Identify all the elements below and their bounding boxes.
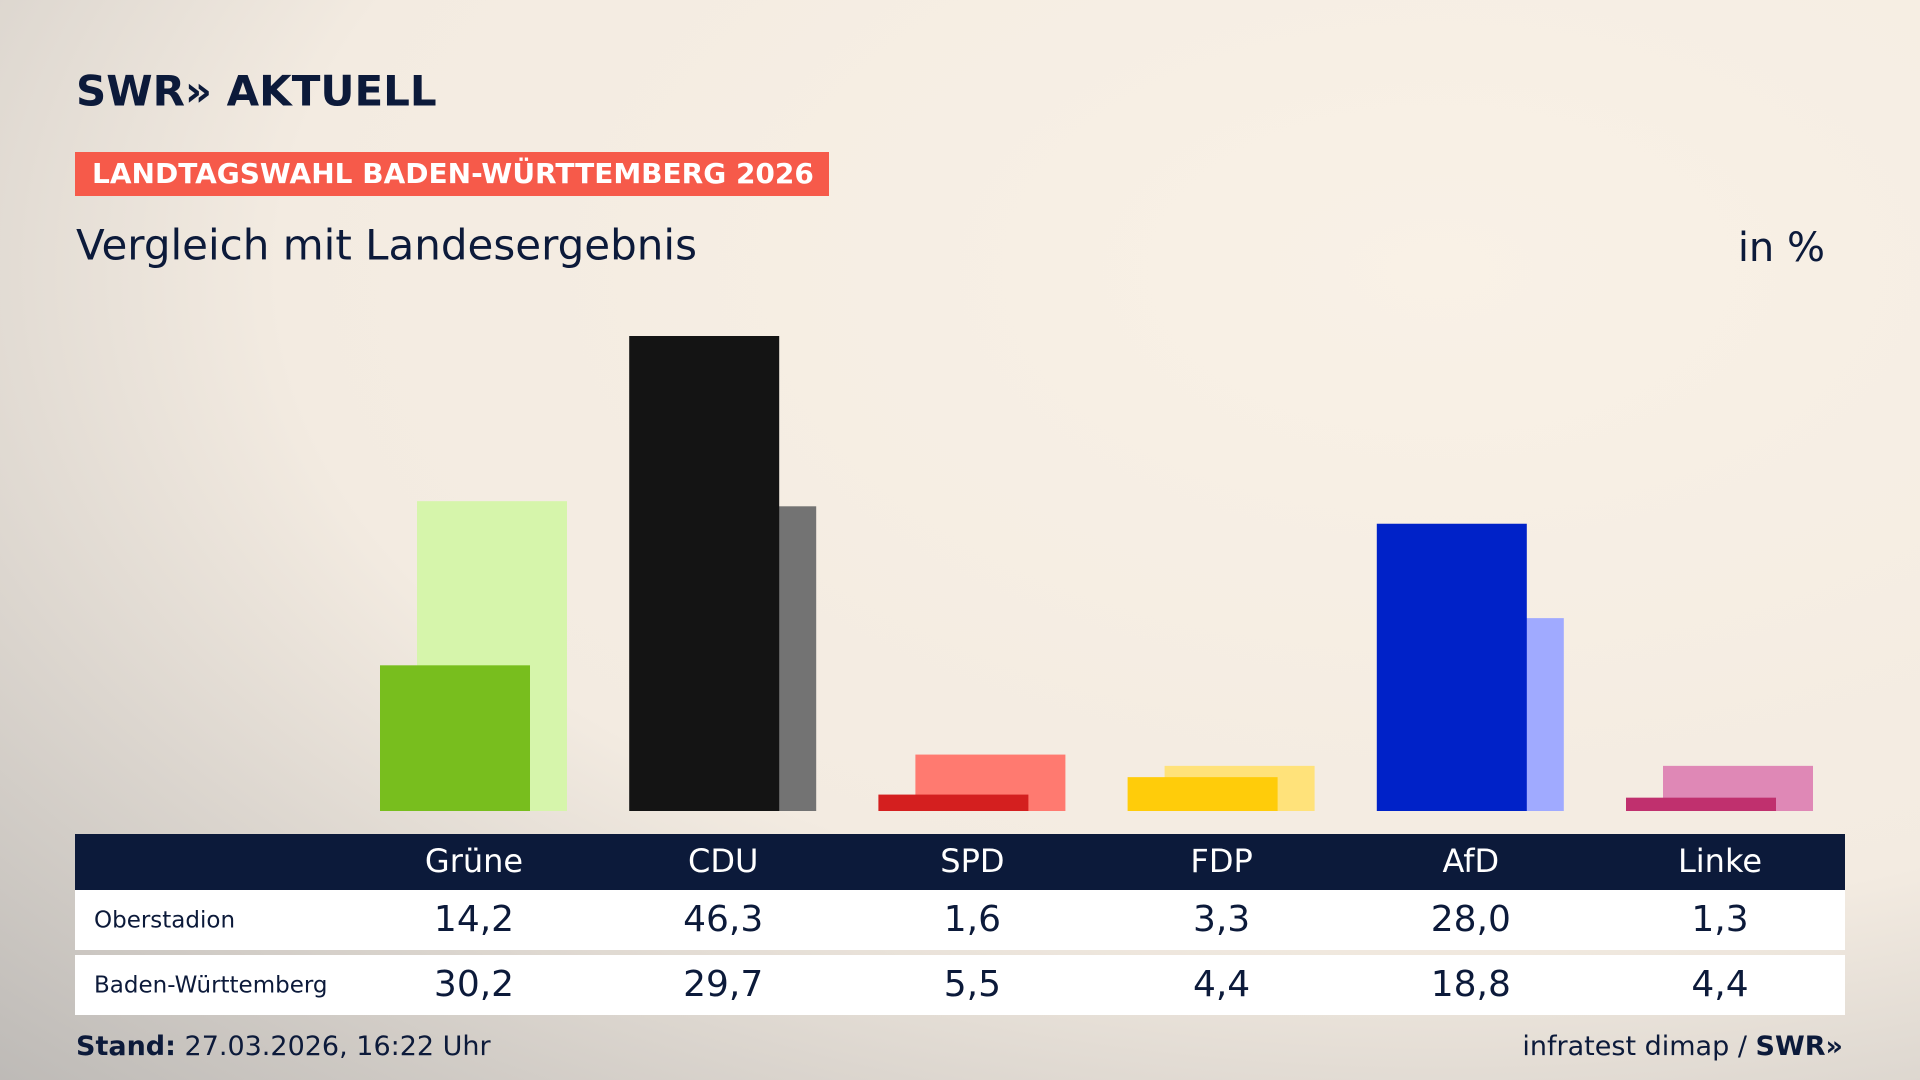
footer-date: 27.03.2026, 16:22 Uhr xyxy=(185,1031,492,1062)
chart-title: Vergleich mit Landesergebnis xyxy=(76,221,697,270)
category-label: Grüne xyxy=(425,842,523,880)
value-label: 3,3 xyxy=(1193,899,1250,940)
footer: Stand: 27.03.2026, 16:22 Uhr xyxy=(76,1031,492,1062)
bar xyxy=(1376,523,1527,811)
value-label: 4,4 xyxy=(1193,964,1250,1005)
category-label: CDU xyxy=(688,842,758,880)
unit-label: in % xyxy=(1738,225,1825,271)
value-label: 1,6 xyxy=(944,899,1001,940)
row-label: Oberstadion xyxy=(94,908,235,934)
category-label: FDP xyxy=(1190,842,1252,880)
bar xyxy=(629,336,780,811)
bar xyxy=(1626,797,1776,811)
value-label: 1,3 xyxy=(1691,899,1748,940)
kicker: LANDTAGSWAHL BADEN-WÜRTTEMBERG 2026 xyxy=(92,156,814,190)
bar xyxy=(1127,777,1278,811)
row-label: Baden-Württemberg xyxy=(94,973,328,999)
bar xyxy=(878,794,1029,811)
footer-label: Stand: xyxy=(76,1031,176,1062)
value-label: 46,3 xyxy=(683,899,763,940)
category-label: Linke xyxy=(1678,842,1762,880)
table-row xyxy=(75,890,1845,950)
kicker-box xyxy=(75,152,829,196)
value-label: 4,4 xyxy=(1691,964,1748,1005)
table-row xyxy=(75,955,1845,1015)
category-label: SPD xyxy=(940,842,1004,880)
value-label: 5,5 xyxy=(944,964,1001,1005)
source-brand: SWR» xyxy=(1756,1031,1843,1062)
value-label: 18,8 xyxy=(1431,964,1511,1005)
brand-logo: SWR» AKTUELL xyxy=(76,67,437,116)
source: infratest dimap / SWR» xyxy=(1522,1031,1843,1062)
value-label: 29,7 xyxy=(683,964,763,1005)
value-label: 30,2 xyxy=(434,964,514,1005)
source-text: infratest dimap / xyxy=(1522,1031,1747,1062)
category-label: AfD xyxy=(1442,842,1499,880)
table-header xyxy=(75,834,1845,890)
bar xyxy=(380,665,530,811)
value-label: 28,0 xyxy=(1431,899,1511,940)
value-label: 14,2 xyxy=(434,899,514,940)
